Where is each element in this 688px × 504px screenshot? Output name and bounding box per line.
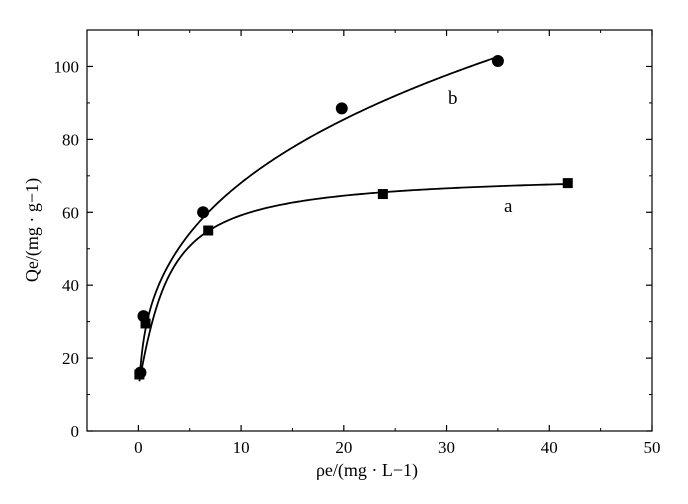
x-tick-label: 40 (541, 438, 558, 457)
fit-curve-b (139, 55, 499, 369)
point-a (203, 225, 214, 236)
y-tick-label: 100 (54, 57, 80, 76)
x-tick-label: 50 (644, 438, 661, 457)
fit-curve-a (138, 183, 568, 382)
x-tick-label: 10 (233, 438, 250, 457)
data-markers (134, 54, 573, 380)
point-b (134, 366, 147, 379)
series-labels: ab (448, 88, 513, 217)
plot-frame (86, 29, 653, 432)
x-tick-label: 20 (335, 438, 352, 457)
point-b (137, 310, 150, 323)
point-b (491, 54, 504, 67)
x-axis-title: ρe/(mg · L−1) (316, 460, 418, 481)
series-label-b: b (448, 88, 458, 109)
y-axis-title: Qe/(mg · g−1) (22, 178, 43, 282)
axis-ticks (86, 29, 653, 432)
fit-curves (138, 55, 568, 382)
y-tick-label: 20 (62, 349, 79, 368)
y-tick-label: 40 (62, 276, 79, 295)
point-a (562, 178, 573, 189)
point-b (335, 102, 348, 115)
point-a (140, 318, 151, 329)
point-b (197, 206, 210, 219)
x-tick-label: 0 (134, 438, 143, 457)
point-a (377, 189, 388, 200)
y-tick-label: 0 (71, 422, 80, 441)
y-tick-label: 60 (62, 203, 79, 222)
y-tick-label: 80 (62, 130, 79, 149)
x-tick-label: 30 (438, 438, 455, 457)
series-label-a: a (504, 196, 513, 217)
tick-labels: 0 10 20 30 40 50 0 20 40 60 80 100 (54, 57, 661, 457)
